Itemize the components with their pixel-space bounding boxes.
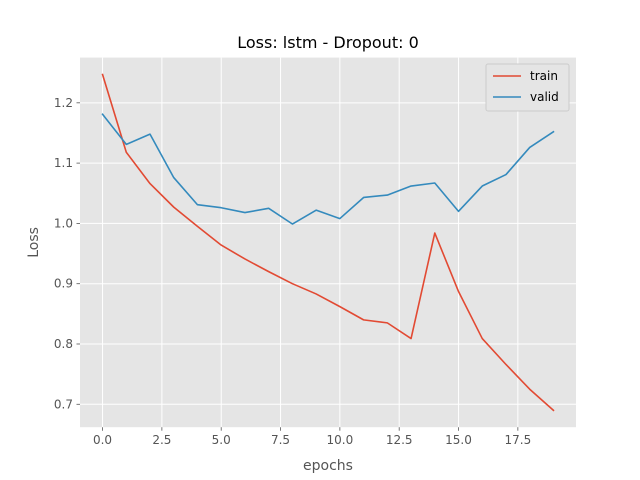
legend-label-train: train <box>530 69 558 83</box>
y-tick-label: 0.9 <box>54 277 73 291</box>
x-tick-label: 5.0 <box>212 433 231 447</box>
x-tick-label: 15.0 <box>445 433 472 447</box>
x-tick-label: 2.5 <box>152 433 171 447</box>
series-line-valid <box>101 113 555 225</box>
series-lines <box>101 73 555 412</box>
y-tick-label: 0.7 <box>54 397 73 411</box>
legend: train valid <box>485 63 570 112</box>
chart-title: Loss: lstm - Dropout: 0 <box>237 33 419 52</box>
series-line-train <box>101 73 555 412</box>
y-tick-label: 1.2 <box>54 96 73 110</box>
y-tick-label: 1.1 <box>54 156 73 170</box>
axis-ticks: 0.0 2.5 5.0 7.5 10.0 12.5 15.0 17.5 0.7 0.8 0.9 1.0… <box>54 96 531 447</box>
x-tick-label: 0.0 <box>93 433 112 447</box>
y-tick-label: 1.0 <box>54 216 73 230</box>
x-tick-label: 7.5 <box>271 433 290 447</box>
y-axis-label: Loss <box>26 227 42 258</box>
plot-area <box>80 57 576 428</box>
x-tick-label: 12.5 <box>386 433 413 447</box>
x-tick-label: 10.0 <box>327 433 354 447</box>
legend-label-valid: valid <box>530 90 559 104</box>
y-tick-label: 0.8 <box>54 337 73 351</box>
x-tick-label: 17.5 <box>504 433 531 447</box>
x-axis-label: epochs <box>303 458 353 474</box>
